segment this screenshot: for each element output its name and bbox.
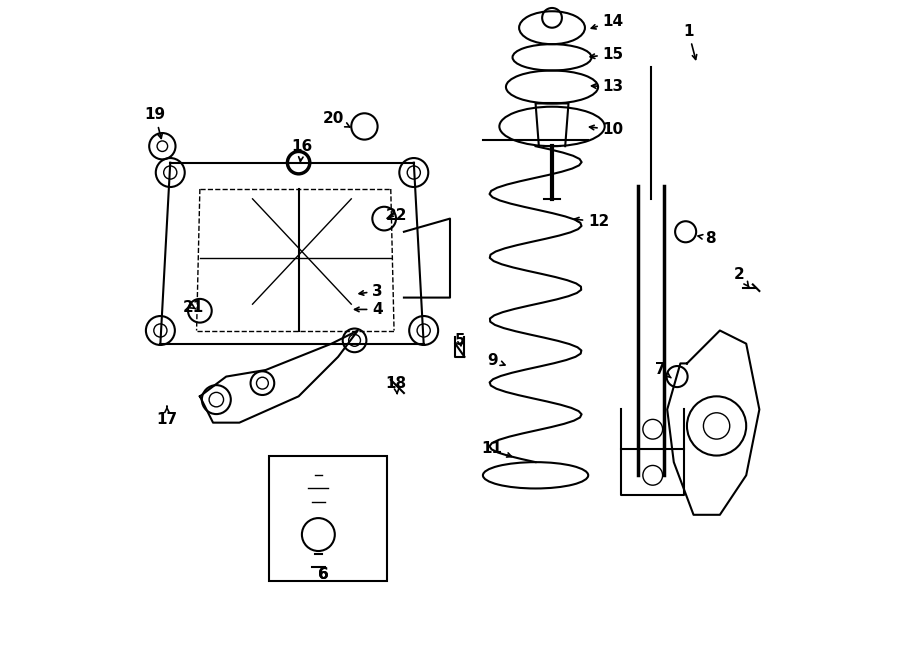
Text: 5: 5 bbox=[454, 333, 465, 348]
Text: 11: 11 bbox=[481, 442, 511, 457]
Text: 6: 6 bbox=[318, 566, 328, 582]
Text: 9: 9 bbox=[488, 352, 505, 368]
Text: 2: 2 bbox=[734, 267, 749, 287]
Bar bbox=[269, 455, 388, 580]
Text: 22: 22 bbox=[385, 208, 407, 223]
Text: 10: 10 bbox=[590, 122, 624, 137]
Text: 3: 3 bbox=[359, 284, 382, 299]
Text: 12: 12 bbox=[574, 214, 609, 229]
Text: 18: 18 bbox=[385, 375, 407, 394]
Text: 21: 21 bbox=[183, 300, 204, 315]
Text: 8: 8 bbox=[698, 231, 716, 246]
Text: 7: 7 bbox=[655, 362, 671, 378]
Text: 6: 6 bbox=[318, 566, 328, 582]
Text: 13: 13 bbox=[591, 79, 624, 95]
Text: 15: 15 bbox=[590, 46, 624, 61]
Text: 14: 14 bbox=[591, 14, 624, 29]
Text: 19: 19 bbox=[145, 107, 166, 138]
Text: 17: 17 bbox=[157, 407, 177, 427]
Text: 20: 20 bbox=[323, 111, 350, 127]
Text: 4: 4 bbox=[355, 302, 382, 317]
Text: 1: 1 bbox=[683, 24, 697, 59]
Text: 16: 16 bbox=[292, 139, 312, 161]
